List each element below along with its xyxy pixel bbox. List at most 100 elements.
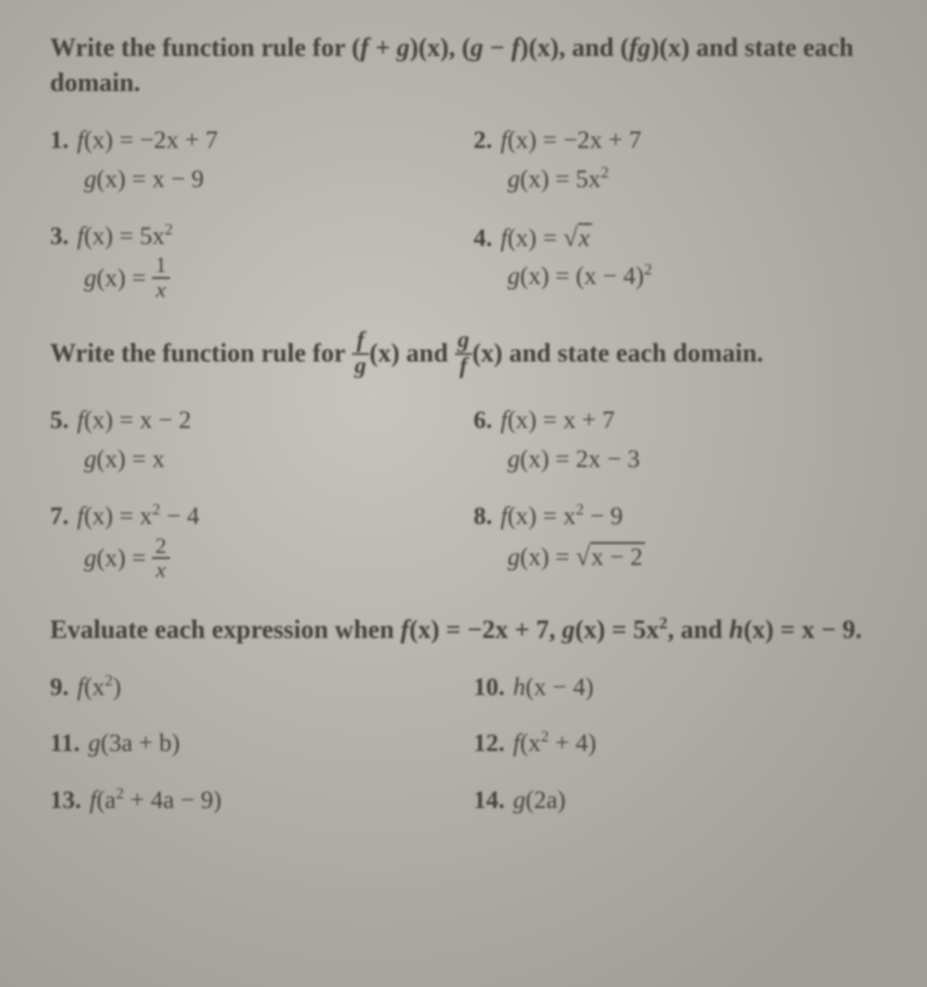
text: , and: [668, 615, 729, 644]
text: (x) = −2x + 7,: [409, 615, 562, 644]
problem-1: 1. f(x) = −2x + 7 g(x) = x − 9: [50, 122, 464, 200]
expr: (x) = 2x − 3: [520, 446, 640, 473]
exponent: 2: [601, 164, 609, 182]
radicand: x: [578, 223, 592, 252]
problem-8: 8. f(x) = x2 − 9 g(x) = x − 2: [474, 498, 888, 584]
fn: f: [77, 407, 84, 434]
text: Write the function rule for (: [50, 33, 360, 62]
var-fg: fg: [629, 33, 651, 62]
exponent: 2: [116, 785, 124, 803]
fraction: fg: [352, 329, 370, 378]
expr: (x) = −2x + 7: [84, 127, 218, 154]
problem-number: 5.: [50, 407, 69, 434]
text: )(x), and (: [520, 33, 629, 62]
var-f: f: [511, 33, 520, 62]
expr: (x) = x: [84, 503, 152, 530]
numerator: 2: [152, 535, 169, 558]
text: (x) and: [369, 339, 454, 368]
expr: (x) = x − 9: [97, 166, 204, 193]
expr: (x) = x: [507, 503, 575, 530]
problem-11: 11. g(3a + b): [50, 725, 464, 764]
fn: g: [84, 265, 97, 292]
fn: g: [84, 446, 97, 473]
problem-13: 13. f(a2 + 4a − 9): [50, 782, 464, 821]
var-g: g: [470, 33, 483, 62]
text: (x) and state each domain.: [472, 339, 763, 368]
problem-12: 12. f(x2 + 4): [474, 725, 888, 764]
problem-10: 10. h(x − 4): [474, 669, 888, 708]
text: (x) = x − 9.: [743, 615, 861, 644]
exponent: 2: [541, 728, 549, 746]
expr: (x) = x + 7: [507, 407, 614, 434]
problem-5: 5. f(x) = x − 2 g(x) = x: [50, 402, 464, 480]
arg: (x − 4): [526, 674, 594, 701]
problem-number: 3.: [50, 223, 69, 250]
numerator: g: [455, 329, 473, 352]
problem-number: 12.: [474, 730, 505, 757]
problem-number: 14.: [474, 787, 505, 814]
fraction: gf: [455, 329, 473, 378]
section2-instruction: Write the function rule for fg(x) and gf…: [50, 331, 887, 380]
problem-14: 14. g(2a): [474, 782, 888, 821]
expr: − 4: [160, 503, 199, 530]
denominator: x: [152, 557, 169, 582]
numerator: f: [352, 329, 370, 352]
fn: g: [508, 544, 521, 571]
expr: (x) = 5x: [84, 223, 165, 250]
line2: g(x) = 5x2: [474, 166, 609, 193]
denominator: f: [455, 353, 473, 378]
line2: g(x) = 2x: [50, 545, 170, 572]
arg: + 4a − 9): [124, 787, 222, 814]
fn: h: [513, 674, 526, 701]
exponent: 2: [576, 500, 584, 518]
problem-3: 3. f(x) = 5x2 g(x) = 1x: [50, 218, 464, 304]
text: )(x), (: [410, 33, 471, 62]
text: Write the function rule for: [50, 339, 352, 368]
expr: (x) =: [507, 225, 563, 252]
expr: (x) =: [97, 265, 153, 292]
fn: f: [77, 674, 84, 701]
arg: ): [113, 674, 121, 701]
expr: (x) = x: [97, 446, 165, 473]
problem-4: 4. f(x) = x g(x) = (x − 4)2: [474, 218, 888, 304]
problem-number: 11.: [50, 730, 80, 757]
var-g: g: [397, 33, 410, 62]
problem-7: 7. f(x) = x2 − 4 g(x) = 2x: [50, 498, 464, 584]
line2: g(x) = 2x − 3: [474, 446, 640, 473]
problem-number: 8.: [474, 503, 493, 530]
fn: f: [513, 730, 520, 757]
denominator: g: [352, 353, 370, 378]
numerator: 1: [152, 254, 169, 277]
problem-number: 2.: [474, 127, 493, 154]
fn: f: [77, 223, 84, 250]
fn: g: [508, 446, 521, 473]
worksheet-page: Write the function rule for (f + g)(x), …: [50, 30, 887, 821]
var-g: g: [562, 615, 575, 644]
denominator: x: [152, 277, 169, 302]
expr: (x) =: [520, 544, 576, 571]
fn: g: [513, 787, 526, 814]
text: Evaluate each expression when: [50, 615, 401, 644]
section2-grid: 5. f(x) = x − 2 g(x) = x 6. f(x) = x + 7…: [50, 402, 887, 583]
var-f: f: [401, 615, 410, 644]
fn: g: [508, 263, 521, 290]
problem-number: 7.: [50, 503, 69, 530]
fn: g: [88, 730, 101, 757]
exponent: 2: [165, 220, 173, 238]
expr: (x) = −2x + 7: [507, 127, 641, 154]
fraction: 2x: [152, 535, 169, 582]
line2: g(x) = x: [50, 446, 165, 473]
expr: (x) = 5x: [520, 166, 601, 193]
sqrt: x: [563, 218, 592, 259]
text: (x) = 5x: [575, 615, 659, 644]
fn: g: [508, 166, 521, 193]
fn: f: [77, 127, 84, 154]
fn: f: [77, 503, 84, 530]
line2: g(x) = x − 2: [474, 544, 645, 571]
arg: (a: [96, 787, 115, 814]
arg: (x: [520, 730, 541, 757]
expr: − 9: [584, 503, 623, 530]
problem-number: 9.: [50, 674, 69, 701]
line2: g(x) = 1x: [50, 265, 170, 292]
arg: (2a): [526, 787, 566, 814]
